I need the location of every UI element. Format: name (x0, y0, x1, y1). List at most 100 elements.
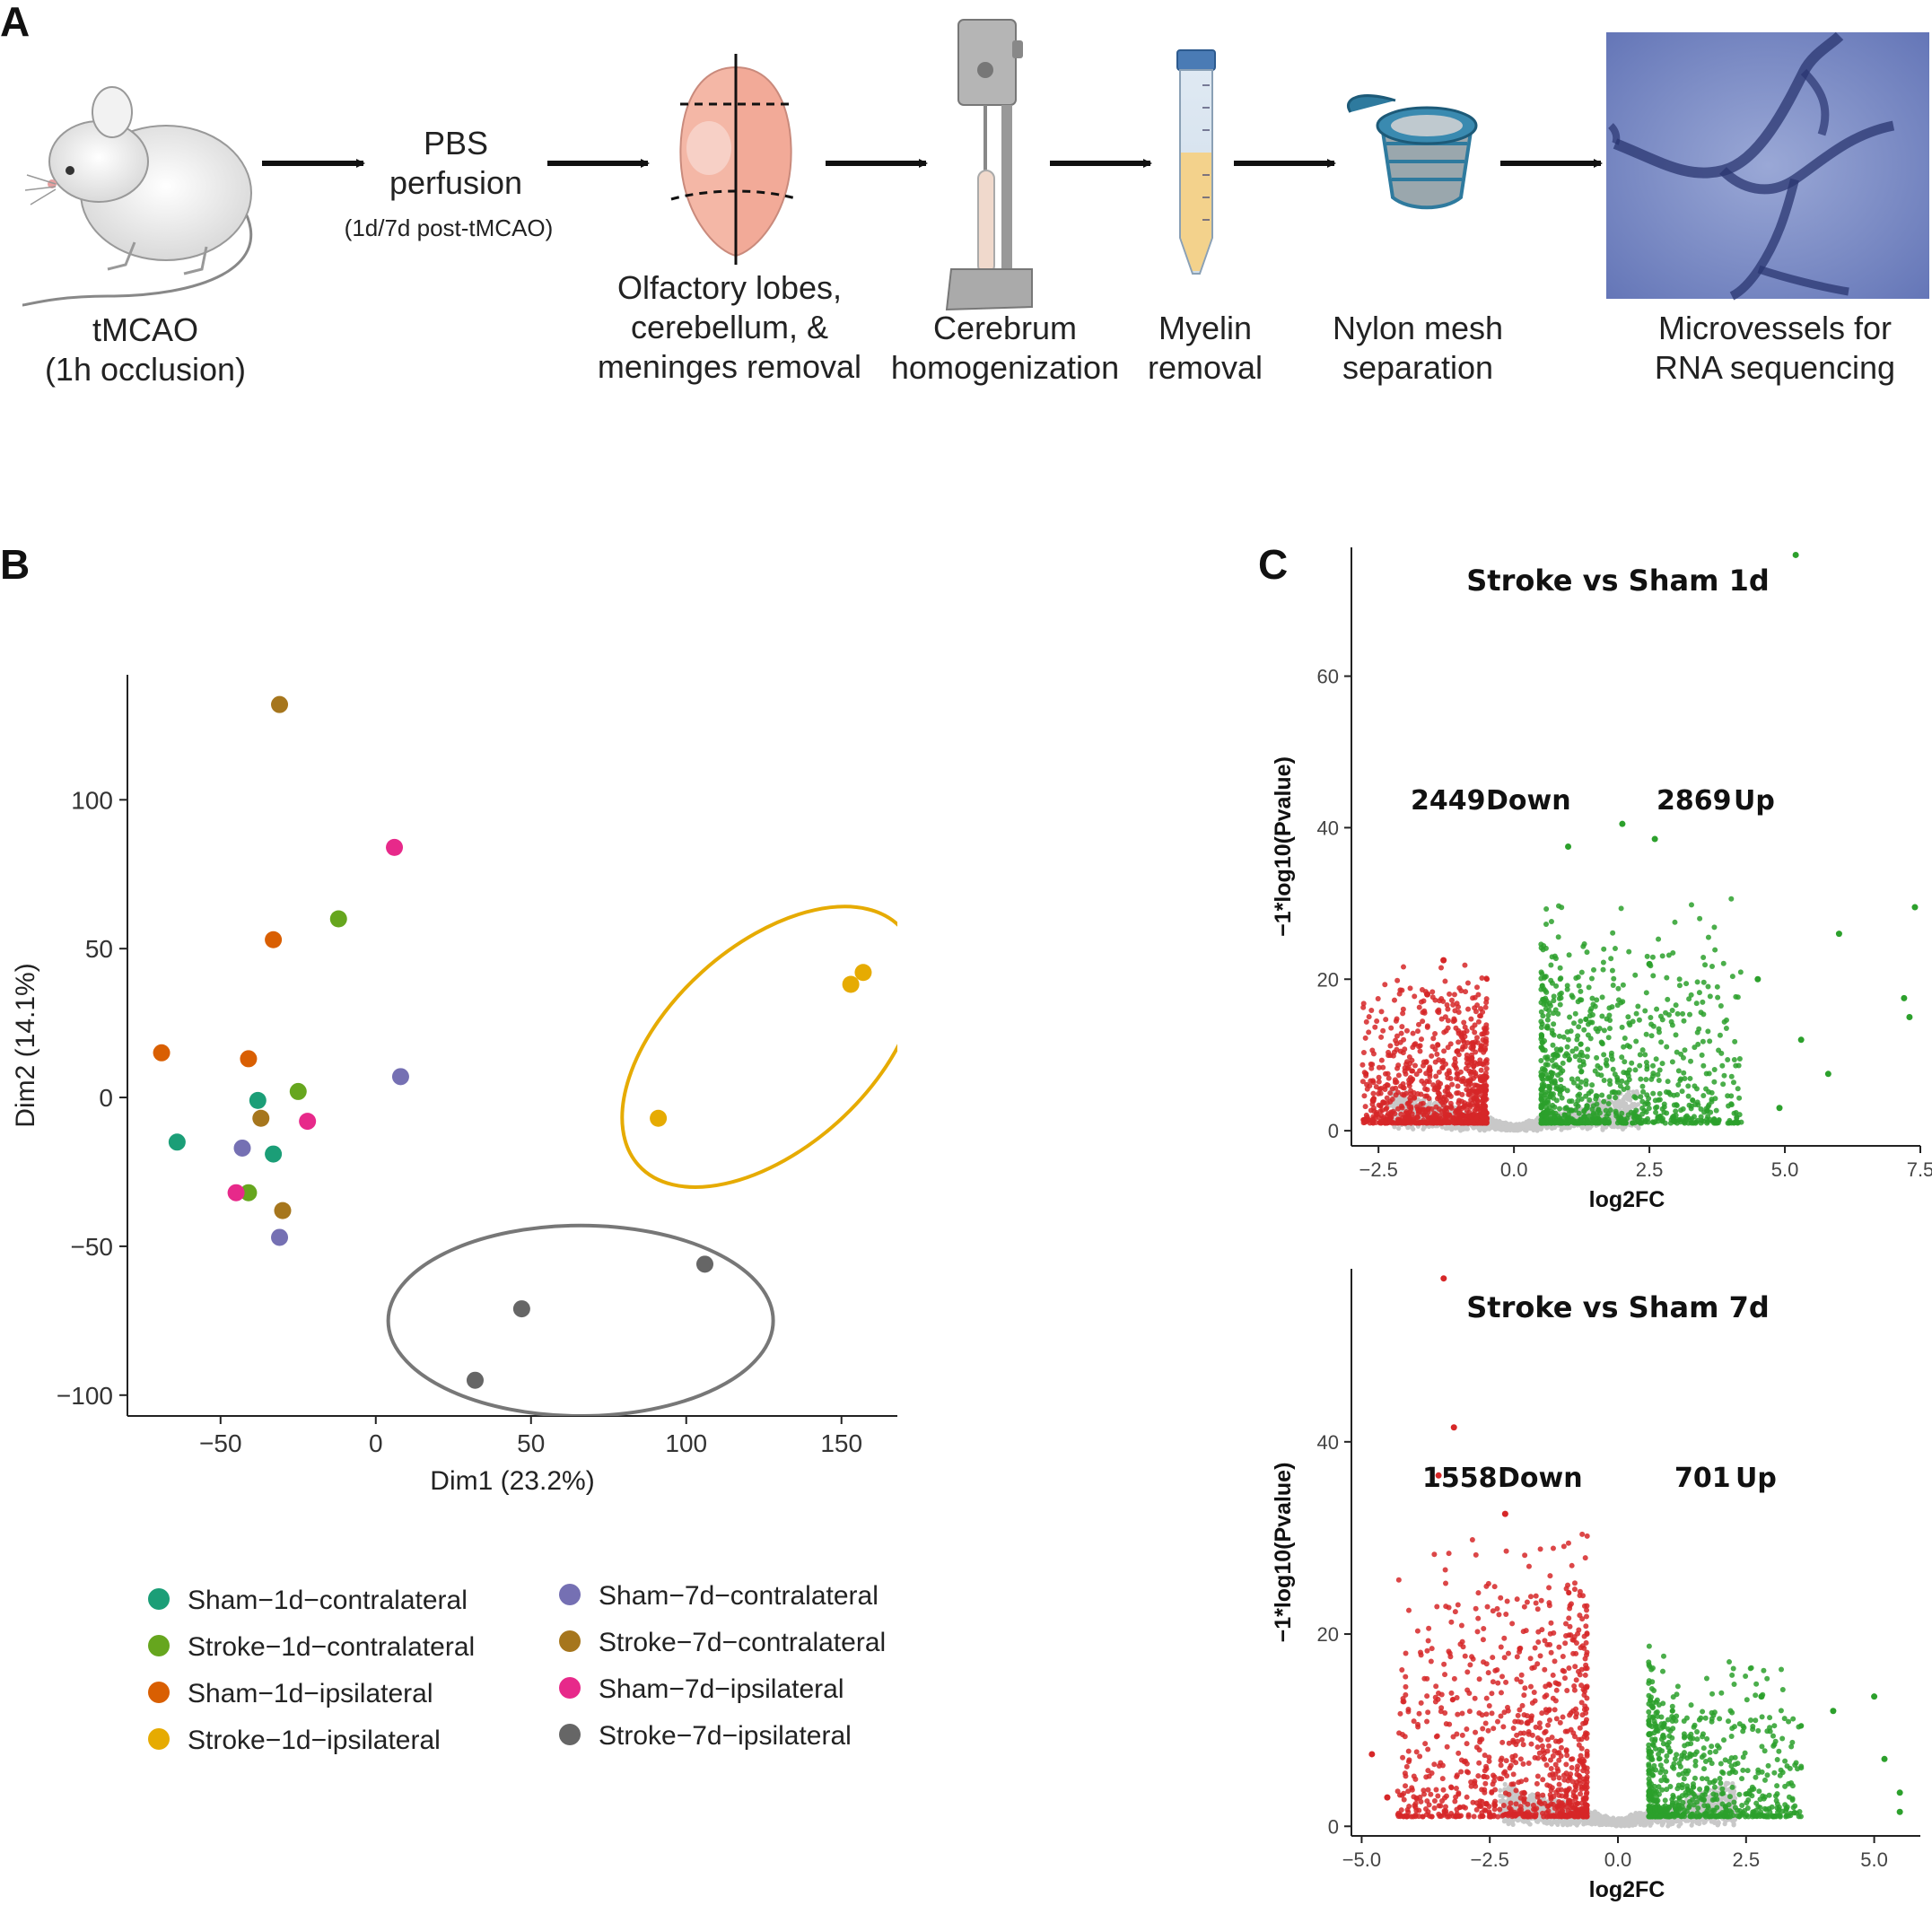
volcano-point (1627, 1044, 1633, 1050)
volcano-point (1650, 1119, 1657, 1125)
volcano-point (1380, 1064, 1386, 1070)
volcano-point-ns (1521, 1819, 1526, 1824)
volcano-point (1675, 1068, 1682, 1074)
volcano-point (1576, 1110, 1582, 1116)
volcano-point (1594, 1109, 1600, 1115)
volcano-point (1688, 992, 1694, 998)
volcano-point (1709, 1089, 1715, 1096)
volcano-point (1551, 993, 1557, 1000)
volcano-point (1436, 1069, 1442, 1075)
volcano-point (1625, 1072, 1631, 1079)
volcano-point-ns (1623, 1108, 1629, 1114)
volcano-point (1835, 931, 1842, 938)
volcano-point (1569, 994, 1576, 1001)
volcano-point-ns (1616, 1816, 1622, 1822)
volcano-point-ns (1697, 1818, 1702, 1823)
volcano-point (1706, 1070, 1712, 1077)
volcano-point-ns (1723, 1782, 1728, 1787)
volcano-point (1555, 1119, 1561, 1125)
volcano-point (1363, 1018, 1369, 1025)
volcano-point (1403, 1070, 1409, 1077)
volcano-point (1424, 991, 1431, 998)
volcano-point (1555, 1113, 1561, 1119)
volcano-point (1397, 987, 1403, 993)
volcano-point (1540, 1013, 1546, 1019)
volcano-point (1481, 1114, 1487, 1120)
volcano-point (1538, 969, 1544, 975)
volcano-point (1621, 1070, 1627, 1076)
volcano-point (1544, 1108, 1551, 1114)
volcano-point-ns (1476, 1125, 1482, 1132)
volcano-point (1612, 1071, 1618, 1078)
volcano-point (1552, 1007, 1559, 1013)
volcano-point (1584, 949, 1590, 956)
volcano-y-axis-label: −1*log10(Pvalue) (1271, 1463, 1296, 1643)
volcano-point (1598, 1072, 1604, 1079)
volcano-point (1901, 994, 1908, 1001)
volcano-point (1588, 1088, 1595, 1095)
volcano-point (1380, 1099, 1386, 1105)
volcano-point (1686, 996, 1692, 1002)
volcano-point (1638, 1076, 1644, 1082)
volcano-point (1718, 1050, 1725, 1056)
volcano-point (1700, 1038, 1706, 1044)
volcano-point-ns (1600, 1818, 1605, 1823)
volcano-point (1589, 1082, 1595, 1088)
volcano-point (1644, 1066, 1650, 1072)
volcano-point (1455, 1083, 1461, 1089)
volcano-point (1599, 1013, 1605, 1019)
volcano-point (1482, 1752, 1488, 1759)
volcano-point (1482, 1119, 1489, 1125)
volcano-point (1736, 1056, 1743, 1062)
volcano-point (1553, 1046, 1560, 1053)
volcano-point (1359, 1062, 1366, 1068)
volcano-point (1387, 1043, 1394, 1049)
centrifuge-tube-illustration (1176, 49, 1216, 275)
volcano-point (1687, 1075, 1693, 1081)
volcano-point-ns (1538, 1126, 1543, 1132)
volcano-point (1692, 1044, 1698, 1051)
volcano-point (1584, 1053, 1590, 1060)
volcano-point (1538, 1000, 1544, 1006)
volcano-point (1669, 1059, 1675, 1065)
volcano-point (1642, 1052, 1648, 1058)
volcano-point (1604, 1057, 1610, 1063)
volcano-point (1700, 955, 1707, 961)
volcano-point-ns (1502, 1781, 1508, 1787)
volcano-point-ns (1396, 1125, 1402, 1132)
volcano-point (1583, 1078, 1589, 1084)
volcano-point (1460, 1076, 1466, 1082)
volcano-point (1463, 989, 1469, 995)
volcano-plot-7d: −5.0 −2.5 0.0 2.5 5.002040log2FC−1*log10(Pva… (1271, 1269, 1920, 1902)
volcano-point (1659, 1118, 1665, 1124)
volcano-point (1594, 1101, 1600, 1107)
volcano-point (1728, 1093, 1735, 1099)
volcano-point (1445, 1006, 1451, 1012)
volcano-point (1694, 979, 1700, 985)
volcano-point (1448, 997, 1455, 1003)
volcano-point (1474, 1039, 1481, 1045)
volcano-point (1392, 1111, 1398, 1117)
volcano-point (1464, 1040, 1471, 1046)
volcano-point (1447, 1075, 1454, 1081)
volcano-point (1376, 1064, 1382, 1070)
volcano-point (1714, 983, 1720, 990)
volcano-point (1657, 1097, 1663, 1103)
volcano-point (1542, 1066, 1548, 1072)
volcano-point (1659, 953, 1665, 959)
volcano-point (1659, 1105, 1665, 1112)
pca-point (271, 1228, 289, 1246)
volcano-point (1403, 1683, 1409, 1690)
volcano-point (1391, 997, 1397, 1003)
volcano-point (1406, 1083, 1412, 1089)
volcano-point (1721, 1072, 1727, 1079)
volcano-point-ns (1613, 1821, 1619, 1826)
volcano-point (1607, 1081, 1613, 1088)
volcano-point (1619, 1078, 1625, 1084)
volcano-point (1482, 1780, 1489, 1787)
volcano-point (1719, 1062, 1726, 1069)
volcano-point (1578, 1079, 1585, 1085)
volcano-point (1650, 1023, 1657, 1029)
volcano-point (1668, 1018, 1674, 1025)
